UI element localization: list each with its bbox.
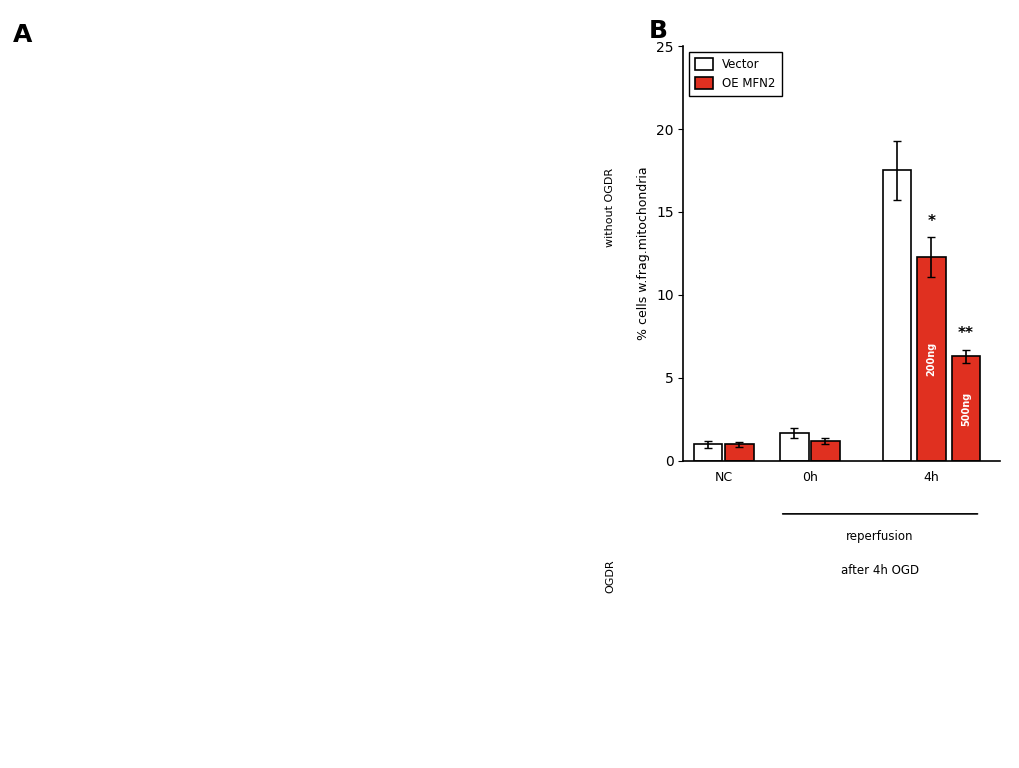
Text: A: A: [12, 23, 32, 47]
Text: **: **: [957, 326, 973, 341]
Bar: [951, 356, 979, 461]
Text: reperfusion: reperfusion: [846, 531, 913, 544]
Bar: [916, 257, 945, 461]
Text: *: *: [926, 214, 934, 229]
Bar: [881, 170, 910, 461]
Y-axis label: % cells w.frag.mitochondria: % cells w.frag.mitochondria: [637, 167, 650, 340]
Text: OGDR: OGDR: [604, 559, 614, 593]
Bar: [693, 444, 721, 461]
Bar: [725, 444, 753, 461]
Bar: [810, 441, 839, 461]
Legend: Vector, OE MFN2: Vector, OE MFN2: [689, 52, 781, 96]
Text: 500ng: 500ng: [960, 392, 970, 425]
Text: after 4h OGD: after 4h OGD: [841, 564, 918, 577]
Text: without OGDR: without OGDR: [604, 167, 614, 247]
Bar: [780, 432, 808, 461]
Text: 200ng: 200ng: [925, 342, 935, 376]
Text: B: B: [648, 19, 667, 43]
